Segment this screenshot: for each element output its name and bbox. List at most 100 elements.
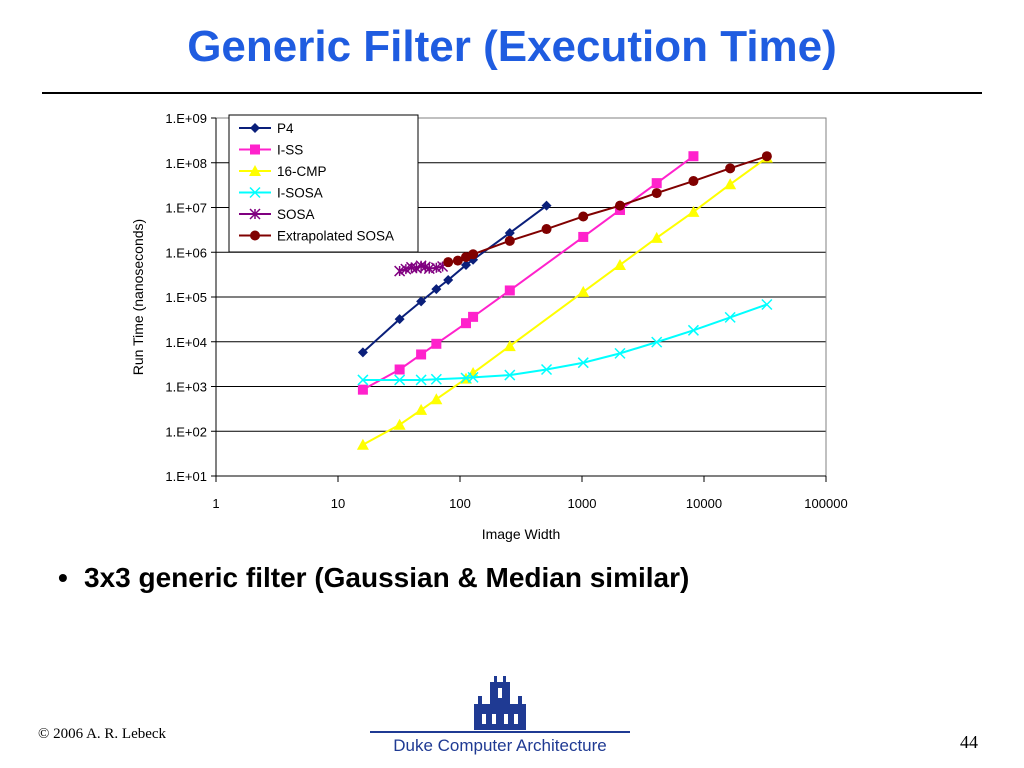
bullet-text: 3x3 generic filter (Gaussian & Median si…	[84, 562, 690, 593]
data-point	[452, 255, 463, 266]
data-point	[614, 200, 625, 211]
series-layer	[356, 151, 773, 450]
legend-entry: I-SOSA	[239, 186, 323, 201]
legend-entry: Extrapolated SOSA	[239, 229, 394, 244]
y-tick-label: 1.E+04	[165, 335, 207, 350]
y-tick-label: 1.E+06	[165, 245, 207, 260]
data-point	[394, 374, 406, 386]
data-point	[541, 363, 553, 376]
data-point	[578, 211, 589, 222]
data-point	[443, 257, 454, 268]
data-point	[725, 163, 736, 174]
y-tick-label: 1.E+01	[165, 469, 207, 484]
data-point	[468, 311, 479, 322]
footer-caption: Duke Computer Architecture	[393, 736, 607, 755]
legend-label: I-SOSA	[277, 186, 323, 201]
y-tick-label: 1.E+03	[165, 380, 207, 395]
data-point	[504, 285, 515, 296]
data-point	[461, 259, 472, 270]
series-0	[357, 200, 552, 358]
data-point	[394, 314, 405, 325]
legend-marker	[250, 144, 260, 155]
data-point	[687, 205, 700, 217]
series-line	[448, 155, 768, 264]
data-point	[416, 296, 427, 307]
y-axis-label: Run Time (nanoseconds)	[130, 219, 146, 375]
data-point	[356, 438, 369, 450]
page-number: 44	[960, 732, 978, 752]
data-point	[613, 258, 626, 270]
x-axis-label: Image Width	[482, 526, 561, 542]
data-point	[430, 373, 442, 385]
y-tick-label: 1.E+05	[165, 290, 207, 305]
data-point	[650, 231, 663, 243]
data-point	[393, 418, 406, 430]
legend-entry: SOSA	[239, 207, 315, 222]
legend-label: Extrapolated SOSA	[277, 229, 394, 244]
y-tick-label: 1.E+09	[165, 111, 207, 126]
bullet-icon: •	[58, 562, 68, 593]
data-point	[461, 318, 472, 329]
data-point	[541, 224, 552, 235]
data-point	[577, 285, 590, 297]
data-point	[467, 371, 479, 383]
data-point	[415, 374, 427, 386]
data-point	[415, 403, 428, 415]
legend-label: P4	[277, 121, 294, 136]
y-tick-label: 1.E+08	[165, 156, 207, 171]
x-tick-label: 10000	[686, 496, 722, 511]
data-point	[651, 336, 663, 348]
slide-title: Generic Filter (Execution Time)	[187, 22, 837, 71]
legend-box	[228, 114, 419, 253]
series-4	[394, 260, 449, 277]
data-point	[357, 384, 368, 395]
chart-legend: P4 I-SS 16-CMP I-SOSA SOSA Extrapolated SOSA	[228, 114, 419, 253]
data-point	[688, 151, 699, 162]
data-point	[431, 284, 442, 295]
data-point	[761, 151, 772, 162]
legend-entry: P4	[239, 121, 294, 136]
x-tick-label: 1	[212, 496, 219, 511]
data-point	[394, 364, 405, 375]
data-point	[504, 235, 515, 246]
legend-label: 16-CMP	[277, 164, 327, 179]
data-point	[468, 249, 479, 260]
data-point	[357, 374, 369, 386]
legend-marker	[249, 208, 261, 220]
legend-marker	[249, 186, 261, 199]
data-point	[688, 176, 699, 187]
data-point	[504, 369, 516, 381]
title-divider	[42, 92, 982, 94]
series-5	[443, 151, 772, 268]
legend-entry: I-SS	[239, 143, 303, 158]
data-point	[504, 227, 515, 238]
data-point	[651, 188, 662, 199]
data-point	[503, 340, 516, 352]
y-tick-label: 1.E+02	[165, 424, 207, 439]
y-tick-label: 1.E+07	[165, 201, 207, 216]
data-point	[541, 200, 552, 211]
data-point	[431, 338, 442, 349]
data-point	[443, 274, 454, 285]
axis-layer: 1.E+01 1.E+02 1.E+03 1.E+04 1.E+05 1.E+06 1.E+…	[165, 111, 847, 511]
x-tick-label: 1000	[568, 496, 597, 511]
legend-label: I-SS	[277, 143, 303, 158]
data-point	[394, 265, 406, 277]
legend-marker	[249, 165, 261, 176]
duke-chapel-logo-icon	[370, 676, 630, 733]
legend-marker	[250, 123, 260, 133]
x-tick-label: 10	[331, 496, 345, 511]
data-point	[416, 349, 427, 360]
execution-time-chart: 1.E+01 1.E+02 1.E+03 1.E+04 1.E+05 1.E+06 1.E+…	[130, 111, 848, 542]
data-point	[430, 393, 443, 405]
legend-entry: 16-CMP	[239, 164, 327, 179]
x-tick-label: 100	[449, 496, 471, 511]
data-point	[724, 178, 737, 190]
copyright-text: © 2006 A. R. Lebeck	[38, 726, 167, 742]
x-tick-label: 100000	[804, 496, 847, 511]
data-point	[357, 347, 368, 358]
data-point	[578, 231, 589, 242]
legend-label: SOSA	[277, 207, 315, 222]
bullet-point: • 3x3 generic filter (Gaussian & Median …	[58, 562, 689, 594]
data-point	[761, 298, 773, 311]
